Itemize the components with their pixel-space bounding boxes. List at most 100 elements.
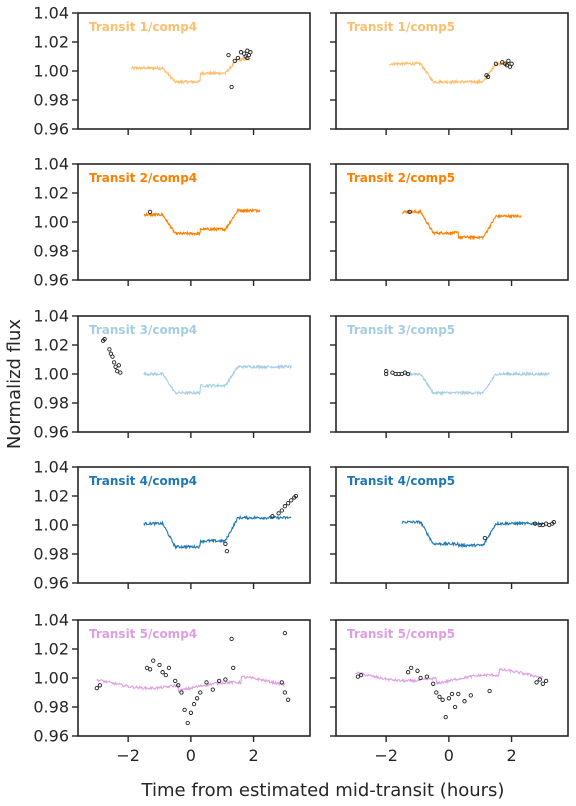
outlier-point xyxy=(468,693,473,698)
y-tick-label: 0.98 xyxy=(33,394,69,413)
outlier-point xyxy=(116,363,121,368)
panel-10: −2 0 2 Transit 5/comp5 xyxy=(330,619,569,765)
outlier-point xyxy=(176,683,181,688)
light-curve-series xyxy=(401,208,522,241)
y-tick-label: 1.00 xyxy=(33,669,69,688)
outlier-point xyxy=(424,674,430,679)
outlier-point xyxy=(224,548,230,554)
outlier-point xyxy=(223,541,228,547)
outlier-point xyxy=(462,699,467,704)
outlier-point xyxy=(358,672,364,678)
outlier-point xyxy=(102,337,107,342)
outlier-point xyxy=(279,508,284,513)
panel-title: Transit 4/comp5 xyxy=(347,474,455,488)
outlier-point xyxy=(97,683,103,688)
outlier-point xyxy=(235,55,241,61)
y-tick-label: 1.04 xyxy=(33,307,69,326)
outlier-point xyxy=(118,370,123,375)
y-tick-label: 1.04 xyxy=(33,611,69,630)
outlier-point xyxy=(285,697,291,702)
outlier-point xyxy=(231,665,236,671)
outlier-point xyxy=(534,680,539,685)
y-tick-label: 1.04 xyxy=(33,458,69,477)
outlier-point xyxy=(415,668,420,673)
outlier-point xyxy=(456,691,461,697)
outlier-point xyxy=(279,680,284,685)
x-tick-label: 2 xyxy=(506,746,516,765)
outlier-point xyxy=(282,504,288,509)
outlier-point xyxy=(532,521,538,526)
outlier-point xyxy=(285,501,291,506)
outlier-point xyxy=(147,209,153,215)
panel-title: Transit 5/comp5 xyxy=(347,627,455,641)
outlier-point xyxy=(506,58,511,64)
y-tick-label: 1.02 xyxy=(33,640,69,659)
panel-4: Transit 2/comp5 xyxy=(330,163,569,286)
panel-9: 0.96 0.98 1.00 1.02 1.04 −2 0 2 Transit 5/comp4 xyxy=(33,611,311,765)
x-tick-label: 0 xyxy=(444,746,454,765)
outlier-point xyxy=(185,720,190,726)
light-curve-series xyxy=(96,675,286,694)
outlier-point xyxy=(110,354,115,359)
panel-title: Transit 4/comp4 xyxy=(89,474,197,488)
outlier-point xyxy=(194,696,200,701)
outlier-point xyxy=(543,678,549,684)
y-tick-label: 0.96 xyxy=(33,120,69,139)
y-tick-label: 1.04 xyxy=(33,4,69,23)
outlier-point xyxy=(163,672,168,678)
panel-2: Transit 1/comp5 xyxy=(330,12,569,135)
y-tick-label: 1.02 xyxy=(33,336,69,355)
outlier-point xyxy=(409,665,414,671)
panel-6: Transit 3/comp5 xyxy=(330,315,569,438)
outlier-point xyxy=(179,690,184,695)
panel-5: 0.96 0.98 1.00 1.02 1.04 Transit 3/comp4 xyxy=(33,307,311,442)
panel-title: Transit 5/comp4 xyxy=(89,627,197,641)
outlier-point xyxy=(111,360,117,365)
y-tick-label: 0.96 xyxy=(33,727,69,746)
light-curve-series xyxy=(143,363,292,396)
y-tick-label: 1.00 xyxy=(33,62,69,81)
outlier-point xyxy=(482,535,488,541)
panel-title: Transit 2/comp4 xyxy=(89,171,197,185)
panel-7: 0.96 0.98 1.00 1.02 1.04 Transit 4/comp4 xyxy=(33,458,311,593)
outlier-point xyxy=(147,667,153,672)
outlier-point xyxy=(107,347,112,352)
y-axis-title: Normalizd flux xyxy=(4,319,25,449)
y-tick-label: 0.96 xyxy=(33,423,69,442)
outlier-point xyxy=(487,688,492,694)
x-tick-label: −2 xyxy=(116,746,140,765)
outlier-point xyxy=(248,50,253,55)
outlier-point xyxy=(188,710,194,715)
outlier-point xyxy=(226,52,231,58)
outlier-point xyxy=(216,678,222,684)
light-curve-series xyxy=(143,514,292,550)
panel-title: Transit 1/comp5 xyxy=(347,20,455,34)
y-tick-label: 0.98 xyxy=(33,545,69,564)
outlier-point xyxy=(289,498,294,503)
outlier-point xyxy=(493,61,499,66)
outlier-point xyxy=(537,677,542,682)
outlier-point xyxy=(191,701,197,707)
panel-title: Transit 1/comp4 xyxy=(89,20,197,34)
y-tick-label: 0.98 xyxy=(33,698,69,717)
outlier-point xyxy=(452,704,458,710)
outlier-point xyxy=(431,681,436,686)
outlier-point xyxy=(405,670,411,675)
light-curve-series xyxy=(389,60,509,86)
outlier-point xyxy=(160,670,165,675)
outlier-point xyxy=(407,209,412,215)
outlier-point xyxy=(418,675,423,681)
outlier-point xyxy=(485,74,491,79)
outlier-point xyxy=(446,696,452,701)
x-axis-title: Time from estimated mid-transit (hours) xyxy=(141,780,505,801)
y-tick-label: 0.98 xyxy=(33,242,69,261)
outlier-point xyxy=(509,61,514,66)
panels-group: 0.96 0.98 1.00 1.02 1.04 Transit 1/comp4 Trans… xyxy=(33,4,569,765)
outlier-point xyxy=(182,707,187,713)
outlier-point xyxy=(270,514,275,519)
panel-3: 0.96 0.98 1.00 1.02 1.04 Transit 2/comp4 xyxy=(33,155,311,290)
outlier-point xyxy=(293,493,299,499)
x-tick-label: 2 xyxy=(248,746,258,765)
outlier-point xyxy=(384,368,389,374)
